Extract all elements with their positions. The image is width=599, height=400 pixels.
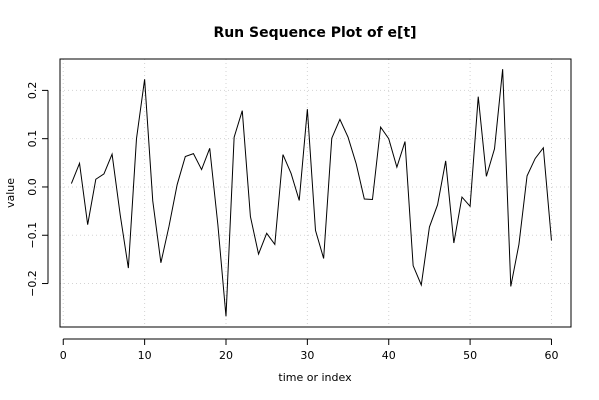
x-tick-label: 40 bbox=[382, 349, 396, 362]
grid-layer bbox=[60, 59, 571, 327]
y-tick-label: −0.1 bbox=[26, 222, 39, 249]
x-tick-label: 0 bbox=[60, 349, 67, 362]
x-axis-label: time or index bbox=[278, 371, 352, 384]
y-tick-label: 0.2 bbox=[26, 82, 39, 100]
y-tick-label: −0.2 bbox=[26, 270, 39, 297]
x-axis: 0 10 20 30 40 50 60 bbox=[60, 338, 558, 362]
y-tick-label: 0.0 bbox=[26, 178, 39, 196]
x-tick-label: 30 bbox=[300, 349, 314, 362]
x-tick-label: 50 bbox=[463, 349, 477, 362]
x-tick-label: 20 bbox=[219, 349, 233, 362]
chart-title: Run Sequence Plot of e[t] bbox=[213, 25, 416, 41]
y-axis-label: value bbox=[4, 178, 17, 208]
x-tick-label: 10 bbox=[138, 349, 152, 362]
series-line bbox=[70, 69, 552, 317]
y-axis: −0.2 −0.1 0.0 0.1 0.2 bbox=[26, 82, 49, 297]
plot-frame bbox=[59, 58, 572, 328]
y-tick-label: 0.1 bbox=[26, 130, 39, 148]
series-layer bbox=[70, 69, 552, 317]
x-tick-label: 60 bbox=[544, 349, 558, 362]
